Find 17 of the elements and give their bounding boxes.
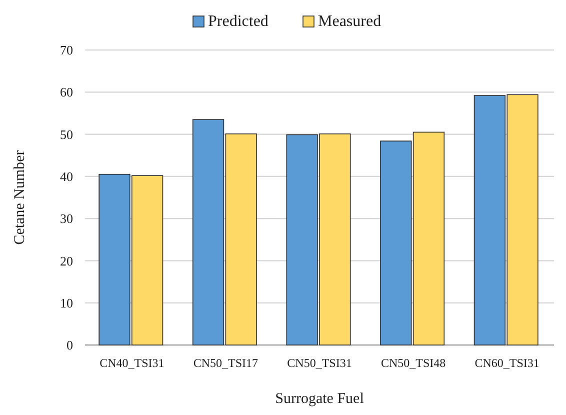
legend-label: Predicted <box>208 13 268 30</box>
legend-label: Measured <box>318 13 382 30</box>
y-axis-title: Cetane Number <box>12 150 28 245</box>
y-tick-label: 60 <box>60 84 73 100</box>
y-tick-label: 50 <box>60 126 73 142</box>
x-tick-label: CN60_TSI31 <box>474 356 540 370</box>
x-tick-label: CN40_TSI31 <box>100 356 164 370</box>
x-tick-label: CN50_TSI17 <box>193 356 258 370</box>
x-axis-title: Surrogate Fuel <box>275 391 364 407</box>
x-tick-label: CN50_TSI31 <box>287 356 352 370</box>
y-tick-label: 30 <box>60 211 73 226</box>
x-tick-label: CN50_TSI48 <box>380 356 446 370</box>
y-tick-label: 10 <box>60 295 73 310</box>
y-tick-label: 40 <box>60 168 73 184</box>
y-tick-label: 70 <box>60 42 73 58</box>
y-tick-label: 20 <box>60 253 73 268</box>
y-tick-label: 0 <box>66 338 73 353</box>
